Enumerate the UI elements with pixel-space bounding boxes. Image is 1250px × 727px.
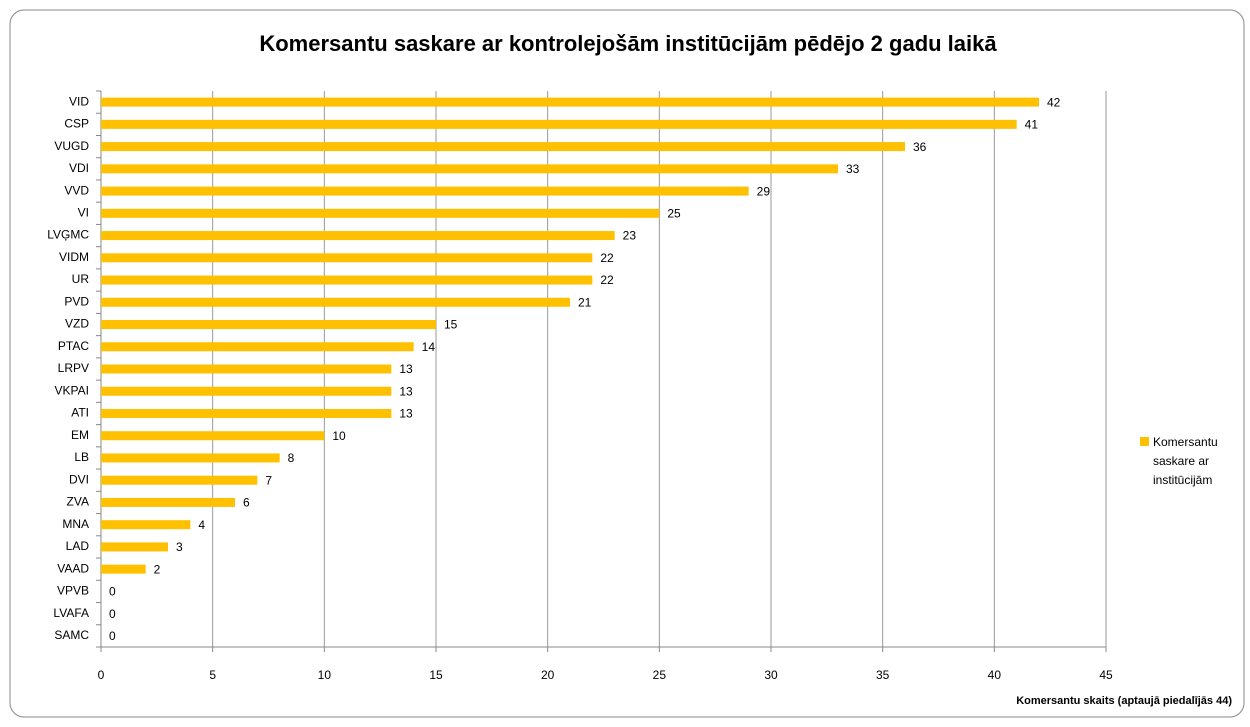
bar xyxy=(101,186,749,196)
y-tick-label: LAD xyxy=(66,539,90,553)
value-label: 6 xyxy=(243,496,250,510)
legend-label: Komersantu saskare ar institūcijām xyxy=(1153,435,1218,487)
value-label: 42 xyxy=(1047,95,1061,109)
value-label: 13 xyxy=(399,362,413,376)
y-tick-label: VIDM xyxy=(59,250,89,264)
value-label: 36 xyxy=(913,140,927,154)
value-label: 0 xyxy=(109,629,116,643)
x-axis-label: Komersantu skaits (aptaujā piedalījās 44… xyxy=(1016,695,1232,707)
bar xyxy=(101,431,325,441)
bar xyxy=(101,564,146,574)
bar xyxy=(101,253,593,263)
value-label: 25 xyxy=(667,206,681,220)
y-tick-label: VI xyxy=(78,205,89,219)
bar xyxy=(101,453,280,463)
legend-swatch xyxy=(1140,437,1149,446)
y-tick-label: VAAD xyxy=(57,561,89,575)
bar xyxy=(101,342,414,352)
value-label: 33 xyxy=(846,162,860,176)
bar xyxy=(101,320,436,330)
bar xyxy=(101,275,593,285)
bar xyxy=(101,119,1017,129)
y-tick-label: VKPAI xyxy=(55,383,89,397)
x-tick-label: 45 xyxy=(1099,668,1113,682)
bar xyxy=(101,520,191,530)
bar xyxy=(101,142,905,152)
y-tick-label: PTAC xyxy=(58,339,89,353)
value-label: 7 xyxy=(265,473,272,487)
bar xyxy=(101,231,615,241)
y-tick-label: VZD xyxy=(65,317,89,331)
chart-border xyxy=(9,9,1245,718)
y-tick-label: ZVA xyxy=(67,495,89,509)
bar xyxy=(101,297,570,307)
value-label: 14 xyxy=(422,340,436,354)
value-label: 23 xyxy=(623,229,637,243)
y-tick-label: LB xyxy=(74,450,89,464)
y-tick-label: LRPV xyxy=(58,361,89,375)
y-tick-label: VDI xyxy=(69,161,89,175)
x-tick-label: 35 xyxy=(876,668,890,682)
y-tick-label: MNA xyxy=(62,517,89,531)
y-tick-label: CSP xyxy=(64,117,89,131)
y-tick-label: VID xyxy=(69,94,89,108)
y-tick-label: DVI xyxy=(69,472,89,486)
y-tick-label: UR xyxy=(72,272,90,286)
x-tick-label: 30 xyxy=(764,668,778,682)
y-tick-label: VUGD xyxy=(54,139,89,153)
bar xyxy=(101,386,392,396)
y-tick-label: EM xyxy=(71,428,89,442)
x-tick-label: 0 xyxy=(98,668,105,682)
y-tick-label: LVAFA xyxy=(53,606,89,620)
value-label: 29 xyxy=(757,184,771,198)
value-label: 3 xyxy=(176,540,183,554)
bar xyxy=(101,542,168,552)
bar xyxy=(101,408,392,418)
value-label: 0 xyxy=(109,585,116,599)
y-tick-label: VVD xyxy=(64,183,89,197)
y-tick-label: VPVB xyxy=(57,584,89,598)
chart-title: Komersantu saskare ar kontrolejošām inst… xyxy=(259,31,997,56)
y-tick-label: PVD xyxy=(64,294,89,308)
x-tick-label: 5 xyxy=(209,668,216,682)
value-label: 21 xyxy=(578,295,592,309)
value-label: 8 xyxy=(288,451,295,465)
value-label: 4 xyxy=(198,518,205,532)
bar xyxy=(101,208,660,218)
bar xyxy=(101,164,838,174)
y-tick-label: ATI xyxy=(71,406,89,420)
y-tick-label: SAMC xyxy=(54,628,89,642)
y-tick-label: LVĢMC xyxy=(47,228,89,242)
value-label: 0 xyxy=(109,607,116,621)
x-tick-label: 40 xyxy=(988,668,1002,682)
value-label: 22 xyxy=(600,251,614,265)
x-tick-label: 10 xyxy=(318,668,332,682)
bar xyxy=(101,497,235,507)
x-tick-label: 20 xyxy=(541,668,555,682)
bar xyxy=(101,97,1039,107)
value-label: 15 xyxy=(444,318,458,332)
value-label: 41 xyxy=(1025,118,1039,132)
x-tick-label: 15 xyxy=(429,668,443,682)
bar xyxy=(101,364,392,374)
bar xyxy=(101,475,258,485)
value-label: 10 xyxy=(332,429,346,443)
value-label: 13 xyxy=(399,407,413,421)
value-label: 22 xyxy=(600,273,614,287)
value-label: 2 xyxy=(154,562,161,576)
value-label: 13 xyxy=(399,384,413,398)
x-tick-label: 25 xyxy=(653,668,667,682)
